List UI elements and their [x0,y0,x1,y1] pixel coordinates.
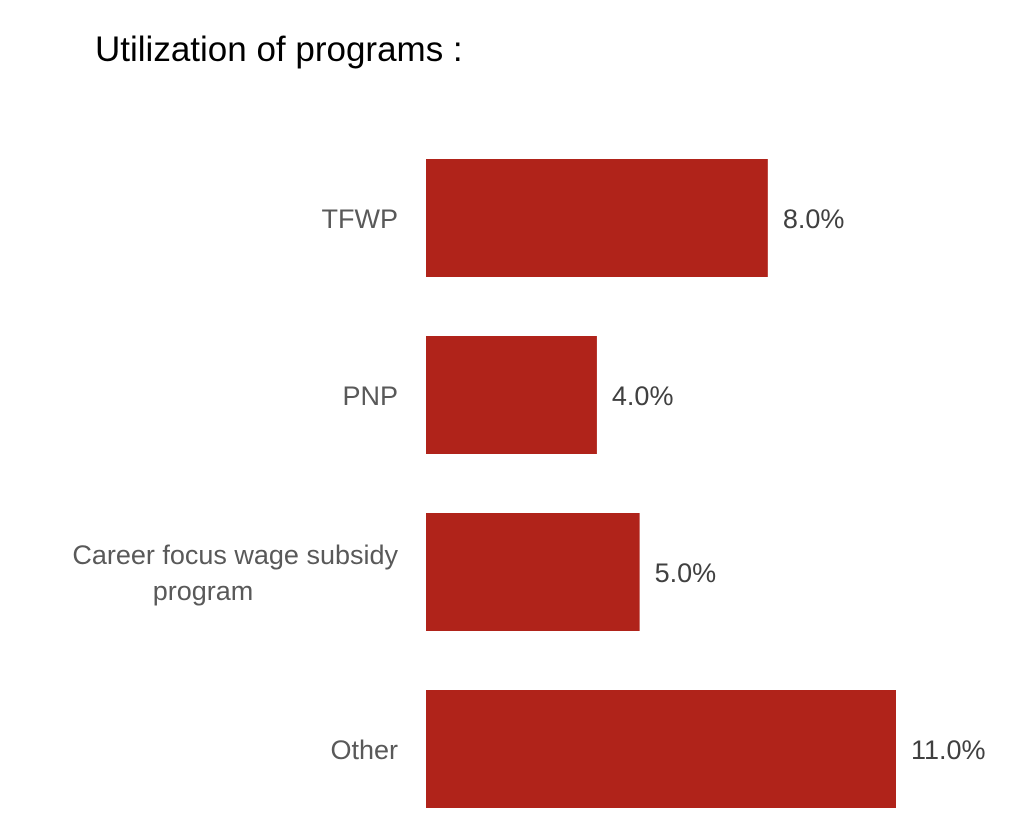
bar-tfwp [426,159,768,277]
value-label: 8.0% [783,204,845,234]
value-label: 11.0% [911,735,986,765]
bar-pnp [426,336,597,454]
category-label: PNP [342,381,398,411]
bar-other [426,690,896,808]
bar-career-focus-wage-subsidy-program [426,513,640,631]
value-label: 5.0% [655,558,717,588]
category-label: TFWP [322,204,398,234]
category-label: Other [330,735,398,765]
value-label: 4.0% [612,381,674,411]
category-label: program [153,576,254,606]
chart-title: Utilization of programs : [95,30,463,69]
category-label: Career focus wage subsidy [72,540,398,570]
